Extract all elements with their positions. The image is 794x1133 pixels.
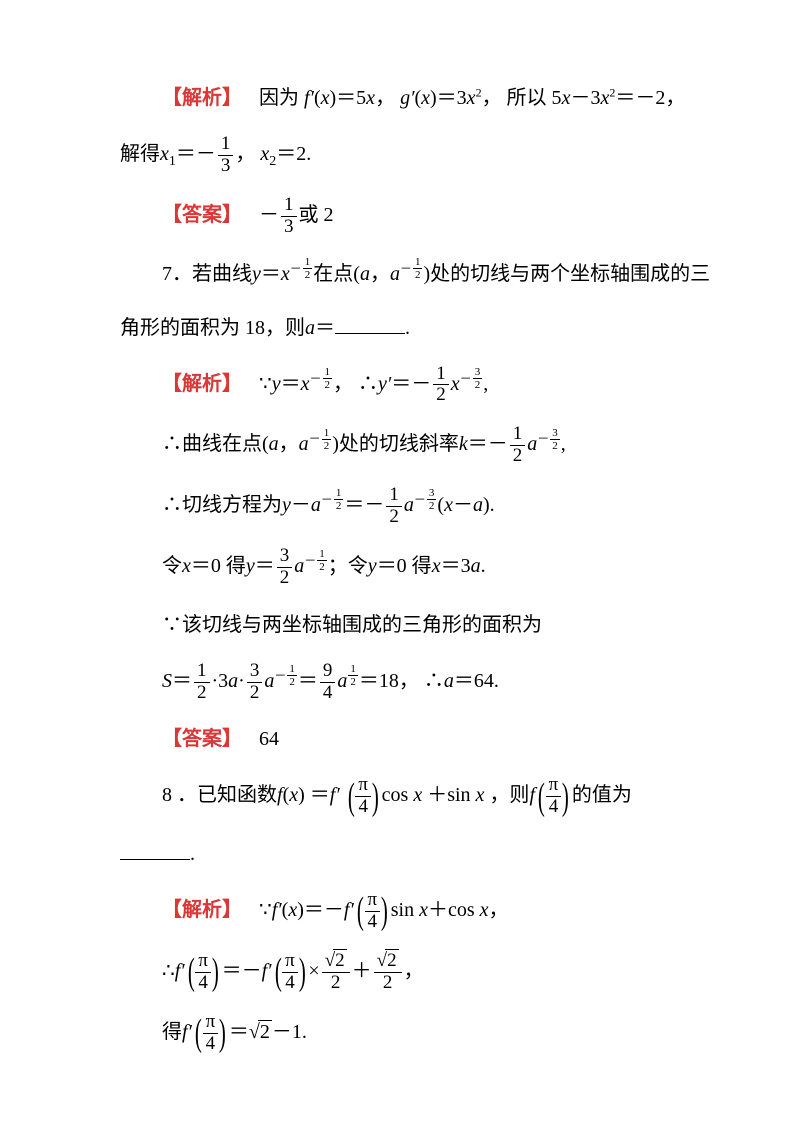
analysis-7: 【解析】 ∵y＝x－12， ∴y′＝－12x－32, bbox=[120, 364, 674, 407]
analysis-7-line2: ∴曲线在点(a，a－12)处的切线斜率k＝－12a－32, bbox=[120, 424, 674, 467]
label-answer: 【答案】 bbox=[162, 728, 242, 750]
analysis-6: 【解析】 因为 f′(x)＝5x， g′(x)＝3x2， 所以 5x－3x2＝－… bbox=[120, 80, 674, 116]
analysis-7-line5: ∵该切线与两坐标轴围成的三角形的面积为 bbox=[120, 607, 674, 643]
question-7: 7．若曲线y＝x－12在点(a，a－12)处的切线与两个坐标轴围成的三 bbox=[120, 256, 674, 292]
analysis-8-line3: 得f′(π4)＝√2－1. bbox=[120, 1012, 674, 1055]
answer-6: 【答案】 －13或 2 bbox=[120, 195, 674, 238]
analysis-7-line6: S＝12·3a·32a－12＝94a12＝18， ∴a＝64. bbox=[120, 661, 674, 704]
answer-7: 【答案】 64 bbox=[120, 721, 674, 757]
analysis-8: 【解析】 ∵f′(x)＝－f′(π4)sin x＋cos x， bbox=[120, 890, 674, 933]
analysis-8-line2: ∴f′(π4)＝－f′(π4)×√22＋√22， bbox=[120, 951, 674, 994]
analysis-7-line4: 令x＝0 得y＝32a－12；令y＝0 得x＝3a. bbox=[120, 546, 674, 589]
label-analysis: 【解析】 bbox=[162, 899, 242, 921]
question-8: 8 ．已知函数f(x) ＝f′ (π4)cos x ＋sin x ，则f(π4)… bbox=[120, 775, 674, 818]
blank-8 bbox=[120, 839, 190, 860]
question-8-cont: . bbox=[120, 836, 674, 872]
blank-7 bbox=[335, 313, 405, 334]
analysis-7-line3: ∴切线方程为y－a－12＝－12a－32(x－a). bbox=[120, 485, 674, 528]
analysis-6-cont: 解得x1＝－13， x2＝2. bbox=[120, 134, 674, 177]
question-7-cont: 角形的面积为 18，则a＝. bbox=[120, 310, 674, 346]
label-answer: 【答案】 bbox=[162, 204, 242, 226]
label-analysis: 【解析】 bbox=[162, 373, 242, 395]
label-analysis: 【解析】 bbox=[162, 87, 242, 109]
